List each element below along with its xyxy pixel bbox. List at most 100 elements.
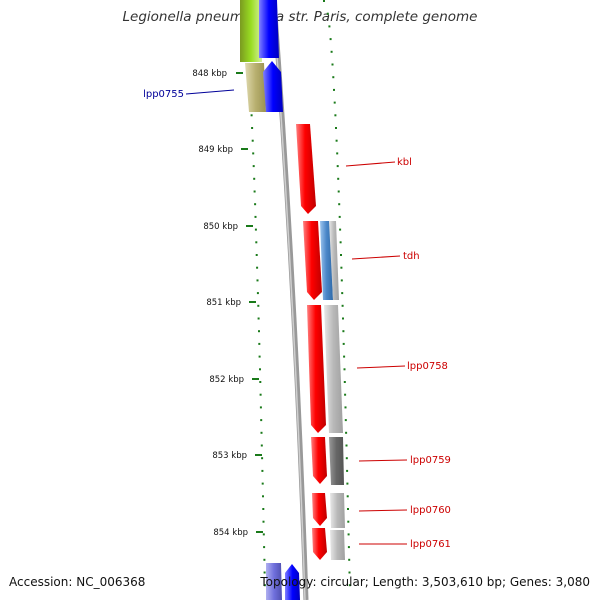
cog-feature-lpp0761 <box>330 530 345 560</box>
track-dot <box>336 152 339 155</box>
track-dot <box>260 444 263 447</box>
track-dot <box>251 127 254 129</box>
gene-lpp0761 <box>312 528 327 560</box>
track-dot <box>333 101 336 104</box>
track-dot <box>343 355 346 358</box>
track-dot <box>347 520 350 523</box>
track-dot <box>348 558 351 561</box>
track-dot <box>338 215 341 218</box>
track-dot <box>334 114 337 117</box>
track-dot <box>263 558 266 561</box>
track-dot <box>254 203 257 206</box>
gene-lpp0755 <box>263 61 283 112</box>
gene-label-lpp0761: lpp0761 <box>410 539 451 550</box>
gene-labels: lpp0755 kbl tdh lpp0758 lpp0759 lpp0760 … <box>143 89 451 550</box>
track-dot <box>323 0 325 2</box>
track-dot <box>253 190 256 193</box>
track-dot <box>337 177 340 180</box>
cog-feature-lpp0760 <box>330 493 345 528</box>
cog-feature-tdh-steelblue <box>320 221 333 300</box>
track-dot <box>260 419 263 422</box>
track-dot <box>338 203 341 206</box>
track-dot <box>340 279 343 282</box>
track-dot <box>341 304 344 307</box>
leader-line-lpp0759 <box>358 459 408 462</box>
track-dot <box>259 381 262 383</box>
gene-forward-lower <box>285 564 300 600</box>
track-dot <box>340 266 343 269</box>
gene-label-kbl: kbl <box>397 157 412 168</box>
track-dot <box>259 406 262 409</box>
ruler-tick-label-853: 853 kbp <box>212 451 247 461</box>
track-dot <box>250 114 253 117</box>
map-title: Legionella pneumophila str. Paris, compl… <box>122 9 478 25</box>
track-dot <box>346 482 349 485</box>
gene-label-lpp0755: lpp0755 <box>143 89 184 100</box>
leader-line-lpp0760 <box>358 509 408 512</box>
leader-line-lpp0758 <box>356 365 406 369</box>
track-dot <box>333 88 335 91</box>
track-dot <box>256 292 259 295</box>
gene-label-lpp0759: lpp0759 <box>410 455 451 466</box>
gene-lpp0759 <box>311 437 327 484</box>
track-dot <box>262 495 264 498</box>
track-dot <box>348 584 351 587</box>
track-dot <box>341 292 344 295</box>
cog-feature-olive <box>245 63 266 112</box>
accession-text: Accession: NC_006368 <box>9 575 146 589</box>
leader-line-tdh <box>351 255 401 260</box>
track-dot <box>251 139 254 142</box>
gene-kbl <box>296 124 316 214</box>
left-dotted-track <box>240 0 266 587</box>
track-dot <box>259 393 262 396</box>
cog-feature-lime <box>240 0 262 62</box>
track-dot <box>256 266 259 269</box>
track-dot <box>255 241 258 244</box>
cog-feature-tdh-gray <box>329 221 339 300</box>
track-dot <box>261 457 264 460</box>
track-dot <box>328 25 331 28</box>
track-dot <box>260 431 263 434</box>
track-dot <box>262 520 265 523</box>
right-dotted-track <box>323 0 351 587</box>
track-dot <box>258 355 261 358</box>
track-dot <box>346 495 349 498</box>
track-dot <box>257 317 260 320</box>
track-dot <box>331 63 334 66</box>
ruler-tick-label-850: 850 kbp <box>203 222 238 232</box>
ruler-tick-label-852: 852 kbp <box>209 375 244 385</box>
track-dot <box>345 457 348 460</box>
track-dot <box>344 393 347 396</box>
track-dot <box>254 215 257 218</box>
gene-lpp0758 <box>307 305 326 433</box>
track-dot <box>257 304 260 307</box>
track-dot <box>343 368 346 371</box>
track-dot <box>342 342 345 345</box>
gene-forward-upper <box>259 0 279 58</box>
ruler-tick-label-854: 854 kbp <box>213 528 248 538</box>
track-dot <box>339 228 342 231</box>
track-dot <box>263 546 266 549</box>
cog-feature-lpp0759 <box>329 437 344 485</box>
track-dot <box>261 469 264 472</box>
track-dot <box>337 190 340 193</box>
gene-label-tdh: tdh <box>403 251 420 262</box>
track-dot <box>342 330 345 333</box>
track-dot <box>335 127 337 129</box>
track-dot <box>252 152 255 155</box>
gene-lpp0760 <box>312 493 327 526</box>
track-dot <box>261 482 264 485</box>
track-dot <box>256 279 259 282</box>
ruler-tick-label-848: 848 kbp <box>192 69 227 79</box>
track-dot <box>326 12 329 15</box>
ruler: 848 kbp 849 kbp 850 kbp 851 kbp 852 kbp … <box>192 69 263 538</box>
track-dot <box>345 444 348 447</box>
track-dot <box>258 342 261 345</box>
track-dot <box>252 165 255 168</box>
track-dot <box>263 584 266 587</box>
track-dot <box>347 533 350 536</box>
track-dot <box>262 508 265 510</box>
track-dot <box>255 254 258 256</box>
track-dot <box>339 241 342 244</box>
